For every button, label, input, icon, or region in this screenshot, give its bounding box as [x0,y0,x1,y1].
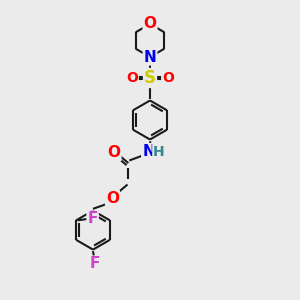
Text: F: F [89,256,100,272]
Text: O: O [107,145,121,160]
Text: O: O [162,71,174,85]
Text: N: N [142,144,155,159]
Text: S: S [144,69,156,87]
Text: O: O [143,16,157,32]
Text: H: H [153,145,165,158]
Text: O: O [106,191,119,206]
Text: N: N [144,50,156,64]
Text: F: F [87,211,98,226]
Text: O: O [126,71,138,85]
